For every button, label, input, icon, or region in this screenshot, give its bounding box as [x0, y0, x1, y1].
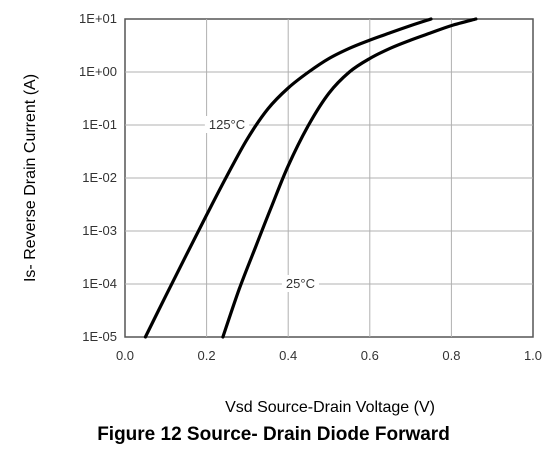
y-axis-label: Is- Reverse Drain Current (A): [22, 74, 39, 282]
annotation-25c: 25°C: [286, 276, 315, 291]
x-tick-label: 0.8: [442, 348, 460, 363]
y-tick-label: 1E-04: [82, 276, 117, 291]
axis-ticks: 0.0 0.2 0.4 0.6 0.8 1.0 1E-05 1E-04 1E-03 1E-02 1E…: [79, 11, 542, 363]
series-line-1: [221, 17, 478, 339]
x-tick-label: 0.4: [279, 348, 297, 363]
y-tick-label: 1E-02: [82, 170, 117, 185]
y-tick-label: 1E+01: [79, 11, 117, 26]
y-tick-label: 1E-01: [82, 117, 117, 132]
y-tick-label: 1E-03: [82, 223, 117, 238]
x-tick-label: 0.0: [116, 348, 134, 363]
chart: 0.0 0.2 0.4 0.6 0.8 1.0 1E-05 1E-04 1E-03 1E-02 1E…: [22, 11, 542, 416]
annotation-background: [281, 275, 319, 292]
annotation-background: [204, 116, 250, 133]
y-tick-label: 1E+00: [79, 64, 117, 79]
x-tick-label: 1.0: [524, 348, 542, 363]
x-axis-label: Vsd Source-Drain Voltage (V): [225, 399, 435, 416]
grid: [125, 19, 533, 337]
x-tick-label: 0.6: [361, 348, 379, 363]
annotation-125c: 125°C: [209, 117, 245, 132]
series-line-0: [143, 17, 433, 339]
series-lines: [143, 17, 478, 339]
x-tick-label: 0.2: [198, 348, 216, 363]
figure-caption: Figure 12 Source- Drain Diode Forward: [97, 424, 450, 445]
y-tick-label: 1E-05: [82, 329, 117, 344]
